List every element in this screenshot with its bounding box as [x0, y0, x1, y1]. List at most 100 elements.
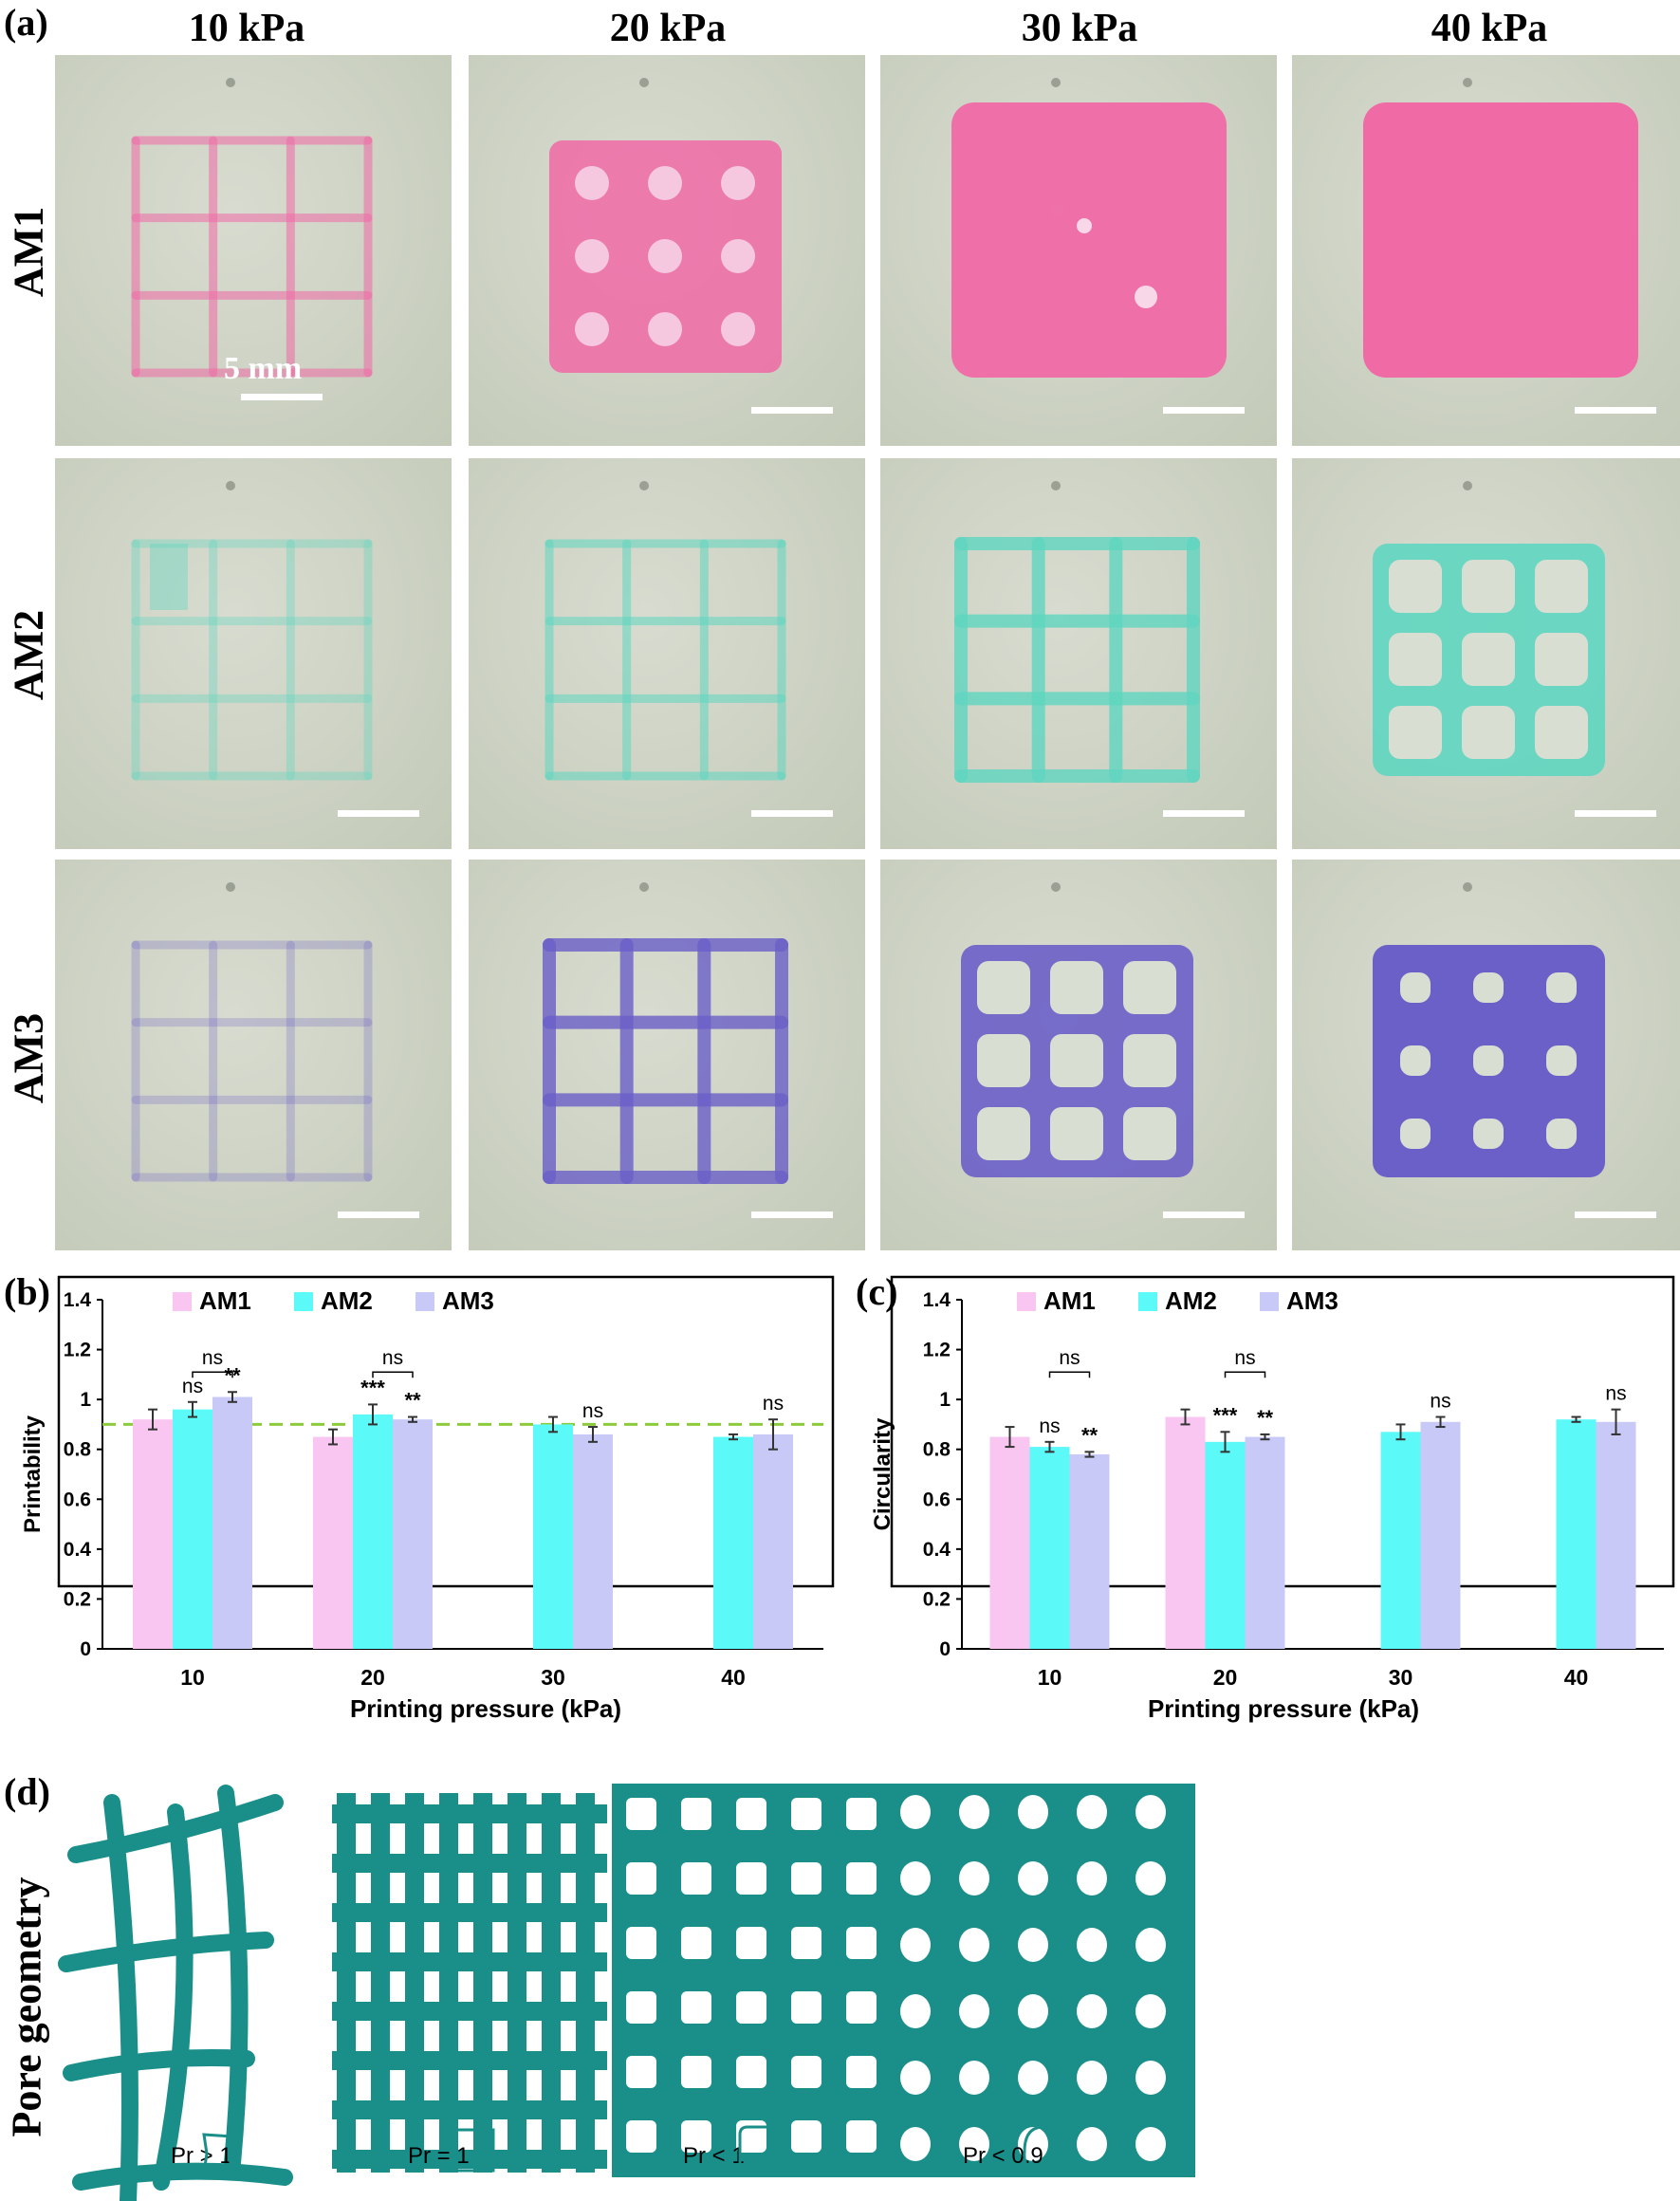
marker-dot — [226, 882, 235, 892]
bar-am2-10 — [173, 1409, 212, 1649]
error-bar — [1395, 1423, 1406, 1441]
significance-label: ns — [1430, 1391, 1450, 1413]
legend-label-am3: AM3 — [442, 1286, 494, 1315]
legend-swatch-am1 — [1017, 1292, 1036, 1311]
bar-am2-20 — [1205, 1441, 1246, 1649]
significance-bracket — [1224, 1371, 1266, 1378]
error-bar — [408, 1415, 417, 1423]
error-bar — [1044, 1440, 1055, 1453]
legend-label-am2: AM2 — [321, 1286, 373, 1315]
error-bar — [768, 1418, 778, 1451]
bar-am1-10 — [989, 1436, 1030, 1649]
error-bar — [1005, 1426, 1015, 1449]
marker-dot — [639, 882, 649, 892]
scale-bar — [1163, 810, 1245, 817]
printability-chart: 0 0.2 0.4 0.6 0.8 1 1.2 1.4 Printability 10 20 30 40… — [20, 1275, 835, 1723]
significance-label: *** — [1213, 1403, 1238, 1427]
bar-am2-30 — [1380, 1432, 1421, 1649]
bar-am3-30 — [573, 1433, 613, 1649]
photo-am1-10kpa: 5 mm — [55, 55, 452, 446]
marker-dot — [1051, 481, 1061, 490]
x-tick-label: 40 — [1564, 1665, 1589, 1690]
scale-bar — [1163, 1211, 1245, 1218]
pore-shape-icon-1 — [202, 2133, 235, 2176]
bar-am2-20 — [353, 1414, 393, 1649]
bar-am3-30 — [1420, 1421, 1461, 1649]
bar-am1-20 — [313, 1436, 353, 1649]
significance-label: ns — [182, 1376, 203, 1397]
legend-swatch-am3 — [415, 1292, 434, 1311]
photo-am1-40kpa — [1292, 55, 1680, 446]
error-bar — [368, 1403, 378, 1426]
significance-label: ** — [1257, 1406, 1274, 1430]
chart-frame — [57, 1275, 835, 1588]
pore-geometry-illustrations: Pr > 1 Pr = 1 Pr < 1 Pr < 0.9 — [58, 1784, 1195, 2201]
scale-bar — [1575, 810, 1656, 817]
error-bar — [148, 1408, 157, 1431]
error-bar — [1180, 1408, 1191, 1426]
x-tick-label: 10 — [1038, 1665, 1062, 1690]
error-bar — [1260, 1433, 1270, 1441]
photo-am3-10kpa — [55, 860, 452, 1250]
legend-swatch-am2 — [294, 1292, 313, 1311]
scaffold-drawing — [1363, 102, 1638, 378]
scale-bar — [1575, 1211, 1656, 1218]
y-tick-label: 1.4 — [923, 1289, 951, 1311]
column-header-30kpa: 30 kPa — [1021, 7, 1138, 50]
marker-dot — [226, 481, 235, 490]
significance-label: ** — [1081, 1423, 1098, 1447]
column-header-10kpa: 10 kPa — [188, 7, 305, 50]
x-tick-label: 10 — [180, 1665, 205, 1690]
significance-label: ** — [404, 1389, 421, 1413]
x-axis-label: Printing pressure (kPa) — [1148, 1694, 1419, 1723]
photo-am2-10kpa — [55, 458, 452, 849]
significance-label: ns — [1234, 1347, 1255, 1369]
y-tick-label: 0.4 — [923, 1539, 951, 1561]
scaffold-drawing — [1373, 544, 1605, 776]
column-header-20kpa: 20 kPa — [609, 7, 727, 50]
significance-label: ns — [1039, 1415, 1060, 1437]
marker-dot — [226, 78, 235, 87]
scale-bar — [1575, 407, 1656, 414]
bar-am3-20 — [393, 1419, 433, 1649]
scale-bar — [241, 394, 323, 400]
pore-geometry-square — [332, 1793, 607, 2173]
x-tick-label: 20 — [1213, 1665, 1238, 1690]
scaffold-drawing — [545, 539, 786, 781]
scale-bar — [1163, 407, 1245, 414]
photo-am3-30kpa — [880, 860, 1277, 1250]
scale-bar — [751, 407, 833, 414]
y-tick-label: 0.4 — [64, 1539, 92, 1561]
pore-label-1: Pr > 1 — [171, 2143, 232, 2169]
bar-am2-40 — [1556, 1419, 1597, 1649]
significance-label: ns — [1605, 1383, 1626, 1405]
error-bar — [188, 1400, 197, 1418]
y-axis-label: Circularity — [870, 1417, 895, 1530]
photo-am1-20kpa — [469, 55, 865, 446]
significance-label: ns — [582, 1400, 603, 1422]
pore-geometry-label: Pore geometry — [3, 1877, 50, 2137]
marker-dot — [1463, 78, 1472, 87]
photo-am3-20kpa — [469, 860, 865, 1250]
error-bar — [1084, 1451, 1095, 1458]
photo-am2-40kpa — [1292, 458, 1680, 849]
y-tick-label: 1.4 — [64, 1289, 92, 1311]
y-tick-label: 0.6 — [923, 1489, 951, 1510]
error-bar — [1220, 1431, 1230, 1453]
y-tick-label: 0.6 — [64, 1489, 91, 1510]
error-bar — [228, 1391, 237, 1403]
significance-label: ns — [1059, 1347, 1080, 1369]
error-bar — [328, 1428, 338, 1446]
row-header-am3: AM3 — [5, 1012, 52, 1104]
legend-label-am2: AM2 — [1165, 1286, 1217, 1315]
legend-swatch-am1 — [173, 1292, 192, 1311]
y-tick-label: 1.2 — [923, 1340, 951, 1361]
error-bar — [1435, 1415, 1446, 1429]
photo-am3-40kpa — [1292, 860, 1680, 1250]
x-tick-label: 40 — [721, 1665, 746, 1690]
photo-am2-30kpa — [880, 458, 1277, 849]
marker-dot — [1051, 78, 1061, 87]
legend-swatch-am2 — [1138, 1292, 1157, 1311]
scaffold-drawing — [131, 539, 373, 781]
x-tick-label: 30 — [541, 1665, 565, 1690]
